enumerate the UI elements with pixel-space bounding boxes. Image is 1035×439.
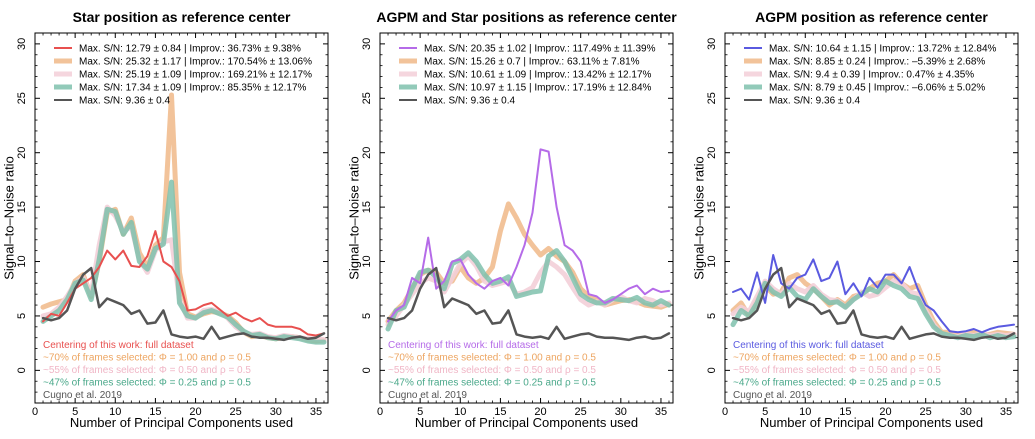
x-axis-label: Number of Principal Components used <box>760 415 983 430</box>
series-line-4 <box>387 148 670 323</box>
legend-bottom-entry: ~70% of frames selected: Φ = 1.00 and ρ … <box>388 353 596 364</box>
legend-entry: Max. S/N: 17.34 ± 1.09 | Improv.: 85.35%… <box>79 83 307 94</box>
legend-entry: Max. S/N: 9.36 ± 0.4 <box>424 96 516 107</box>
x-axis-label: Number of Principal Components used <box>415 415 638 430</box>
x-tick-label: 25 <box>575 406 587 418</box>
x-tick-label: 20 <box>879 406 891 418</box>
y-tick-label: 10 <box>361 255 373 267</box>
x-tick-label: 10 <box>799 406 811 418</box>
x-tick-label: 10 <box>109 406 121 418</box>
chart-panel-1: Star position as reference center 0 5 10 15 2… <box>1 9 329 430</box>
legend-bottom-entry: Centering of this work: full dataset <box>388 340 539 351</box>
x-tick-label: 0 <box>722 406 728 418</box>
x-axis-label: Number of Principal Components used <box>70 415 293 430</box>
y-tick-label: 30 <box>361 38 373 50</box>
y-tick-label: 15 <box>706 201 718 213</box>
y-tick-label: 5 <box>16 313 28 319</box>
legend-entry: Max. S/N: 25.32 ± 1.17 | Improv.: 170.54… <box>79 57 312 68</box>
legend-bottom-entry: Cugno et al. 2019 <box>43 390 122 401</box>
legend-bottom-entry: ~55% of frames selected: Φ = 0.50 and ρ … <box>43 365 251 376</box>
legend-bottom-entry: ~55% of frames selected: Φ = 0.50 and ρ … <box>388 365 596 376</box>
x-tick-label: 15 <box>494 406 506 418</box>
legend-entry: Max. S/N: 25.19 ± 1.09 | Improv.: 169.21… <box>79 70 312 81</box>
legend-bottom-entry: Centering of this work: full dataset <box>43 340 194 351</box>
y-axis-label: Signal–to–Noise ratio <box>1 156 16 280</box>
x-tick-label: 20 <box>534 406 546 418</box>
y-axis-label: Signal–to–Noise ratio <box>691 156 706 280</box>
y-tick-label: 5 <box>361 313 373 319</box>
legend-entry: Max. S/N: 20.35 ± 1.02 | Improv.: 117.49… <box>424 44 656 55</box>
legend-bottom-entry: ~47% of frames selected: Φ = 0.25 and ρ … <box>388 378 596 389</box>
y-axis-label: Signal–to–Noise ratio <box>346 156 361 280</box>
chart-title: AGPM and Star positions as reference cen… <box>376 9 677 25</box>
y-tick-label: 0 <box>706 367 718 373</box>
y-tick-label: 0 <box>16 367 28 373</box>
series-line-4 <box>732 254 1015 334</box>
y-tick-label: 20 <box>361 147 373 159</box>
legend-bottom-entry: ~47% of frames selected: Φ = 0.25 and ρ … <box>733 378 941 389</box>
y-tick-label: 15 <box>361 201 373 213</box>
legend-entry: Max. S/N: 9.36 ± 0.4 <box>769 96 861 107</box>
legend-entry: Max. S/N: 9.36 ± 0.4 <box>79 96 171 107</box>
legend-bottom-entry: Cugno et al. 2019 <box>388 390 467 401</box>
x-tick-label: 0 <box>32 406 38 418</box>
chart-title: AGPM position as reference center <box>755 9 988 25</box>
x-tick-label: 0 <box>377 406 383 418</box>
legend-bottom-entry: ~70% of frames selected: Φ = 1.00 and ρ … <box>733 353 941 364</box>
x-tick-label: 5 <box>72 406 78 418</box>
series-line-5 <box>41 266 326 342</box>
chart-panel-3: AGPM position as reference center 0 5 10 15 2… <box>691 9 1019 430</box>
x-tick-label: 15 <box>149 406 161 418</box>
x-tick-label: 35 <box>655 406 667 418</box>
y-tick-label: 0 <box>361 367 373 373</box>
y-tick-label: 10 <box>16 255 28 267</box>
x-tick-label: 35 <box>310 406 322 418</box>
x-tick-label: 5 <box>762 406 768 418</box>
x-tick-label: 15 <box>839 406 851 418</box>
x-tick-label: 5 <box>417 406 423 418</box>
x-tick-label: 25 <box>920 406 932 418</box>
series-line-3 <box>730 278 1017 341</box>
series-line-1 <box>385 201 672 324</box>
legend-entry: Max. S/N: 12.79 ± 0.84 | Improv.: 36.73%… <box>79 44 301 55</box>
y-tick-label: 30 <box>706 38 718 50</box>
legend-entry: Max. S/N: 10.64 ± 1.15 | Improv.: 13.72%… <box>769 44 997 55</box>
x-tick-label: 30 <box>615 406 627 418</box>
series-line-5 <box>386 266 671 342</box>
legend-bottom-entry: ~47% of frames selected: Φ = 0.25 and ρ … <box>43 378 251 389</box>
x-tick-label: 10 <box>454 406 466 418</box>
legend-entry: Max. S/N: 8.79 ± 0.45 | Improv.: –6.06% … <box>769 83 985 94</box>
y-tick-label: 30 <box>16 38 28 50</box>
y-tick-label: 25 <box>706 92 718 104</box>
legend-bottom-entry: ~55% of frames selected: Φ = 0.50 and ρ … <box>733 365 941 376</box>
y-tick-label: 25 <box>16 92 28 104</box>
series-line-4 <box>42 230 325 337</box>
x-tick-label: 25 <box>230 406 242 418</box>
y-tick-label: 25 <box>361 92 373 104</box>
y-tick-label: 10 <box>706 255 718 267</box>
legend-entry: Max. S/N: 9.4 ± 0.39 | Improv.: 0.47% ± … <box>769 70 974 81</box>
y-tick-label: 20 <box>706 147 718 159</box>
x-tick-label: 35 <box>1000 406 1012 418</box>
x-tick-label: 20 <box>189 406 201 418</box>
chart-panel-2: AGPM and Star positions as reference cen… <box>346 9 677 430</box>
legend-entry: Max. S/N: 10.97 ± 1.15 | Improv.: 17.19%… <box>424 83 652 94</box>
legend-entry: Max. S/N: 15.26 ± 0.7 | Improv.: 63.11% … <box>424 57 640 68</box>
legend-bottom-entry: Centering of this work: full dataset <box>733 340 884 351</box>
legend-bottom-entry: ~70% of frames selected: Φ = 1.00 and ρ … <box>43 353 251 364</box>
series-line-3 <box>40 179 327 345</box>
legend-bottom-entry: Cugno et al. 2019 <box>733 390 812 401</box>
y-tick-label: 20 <box>16 147 28 159</box>
y-tick-label: 5 <box>706 313 718 319</box>
y-tick-label: 15 <box>16 201 28 213</box>
series-line-5 <box>731 266 1016 342</box>
chart-title: Star position as reference center <box>73 9 291 25</box>
legend-entry: Max. S/N: 8.85 ± 0.24 | Improv.: –5.39% … <box>769 57 985 68</box>
x-tick-label: 30 <box>270 406 282 418</box>
legend-entry: Max. S/N: 10.61 ± 1.09 | Improv.: 13.42%… <box>424 70 652 81</box>
x-tick-label: 30 <box>960 406 972 418</box>
